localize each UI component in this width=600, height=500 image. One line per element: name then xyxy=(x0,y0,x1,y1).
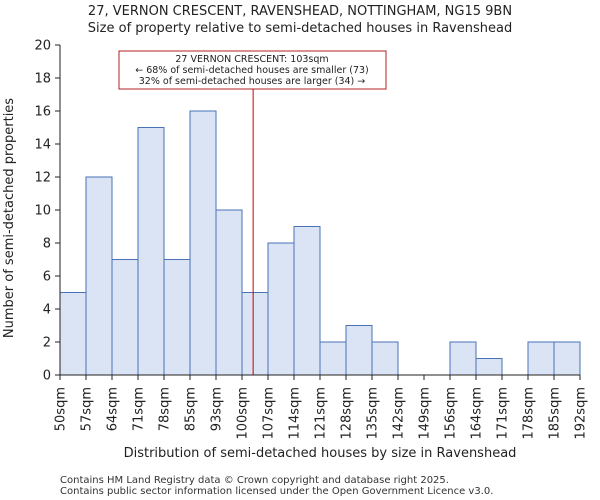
bar-93sqm xyxy=(215,209,243,376)
bar-85sqm xyxy=(189,110,217,376)
x-ticks-group: 50sqm 57sqm 64sqm 71sqm 78sqm 85sqm 93sqm 100sq… xyxy=(54,375,589,440)
x-tick-label: 85sqm xyxy=(184,387,199,431)
x-tick-label: 64sqm xyxy=(106,387,121,431)
bar-107sqm xyxy=(267,242,295,376)
y-ticks-group: 0 2 4 6 8 10 12 14 16 18 20 xyxy=(34,39,60,384)
chart-title-line2: Size of property relative to semi-detach… xyxy=(88,21,512,36)
x-tick-label: 142sqm xyxy=(392,387,407,440)
bar-64sqm xyxy=(111,259,139,376)
x-tick-label: 149sqm xyxy=(418,387,433,440)
bar-114sqm xyxy=(293,226,321,376)
x-tick-label: 156sqm xyxy=(444,387,459,440)
bar-100sqm xyxy=(241,292,269,376)
x-tick-label: 114sqm xyxy=(288,387,303,440)
footer-line1: Contains HM Land Registry data © Crown c… xyxy=(60,475,449,486)
x-tick-label: 107sqm xyxy=(262,387,277,440)
x-tick-label: 78sqm xyxy=(158,387,173,431)
x-tick-label: 171sqm xyxy=(496,387,511,440)
y-tick-label: 0 xyxy=(43,369,51,384)
x-tick-label: 164sqm xyxy=(470,387,485,440)
y-tick-label: 16 xyxy=(34,105,51,120)
x-tick-label: 178sqm xyxy=(522,387,537,440)
bar-185sqm xyxy=(553,341,581,376)
y-axis-label: Number of semi-detached properties xyxy=(2,98,17,338)
annotation-line3: 32% of semi-detached houses are larger (… xyxy=(139,76,366,87)
x-tick-label: 50sqm xyxy=(54,387,69,431)
x-tick-label: 135sqm xyxy=(366,387,381,440)
bar-50sqm xyxy=(59,292,87,376)
annotation-line2: ← 68% of semi-detached houses are smalle… xyxy=(135,65,369,76)
x-tick-label: 185sqm xyxy=(548,387,563,440)
annotation-line1: 27 VERNON CRESCENT: 103sqm xyxy=(175,54,328,65)
bar-164sqm xyxy=(475,358,503,376)
x-tick-label: 100sqm xyxy=(236,387,251,440)
x-tick-label: 93sqm xyxy=(210,387,225,431)
x-axis-label: Distribution of semi-detached houses by … xyxy=(124,446,517,461)
x-tick-label: 71sqm xyxy=(132,387,147,431)
y-tick-label: 14 xyxy=(34,138,51,153)
annotation-border xyxy=(118,50,387,90)
bar-78sqm xyxy=(163,259,191,376)
y-tick-label: 2 xyxy=(43,336,51,351)
x-tick-label: 57sqm xyxy=(80,387,95,431)
y-tick-label: 8 xyxy=(43,237,51,252)
bar-121sqm xyxy=(319,341,347,376)
bar-135sqm xyxy=(371,341,399,376)
bars-group xyxy=(59,110,581,376)
x-tick-label: 192sqm xyxy=(574,387,589,440)
y-tick-label: 12 xyxy=(34,171,51,186)
annotation-box: 27 VERNON CRESCENT: 103sqm ← 68% of semi… xyxy=(118,50,387,90)
bar-128sqm xyxy=(345,325,373,376)
bar-57sqm xyxy=(85,176,113,376)
y-tick-label: 4 xyxy=(43,303,51,318)
bar-71sqm xyxy=(137,127,165,376)
y-tick-label: 20 xyxy=(34,39,51,54)
footer-line2: Contains public sector information licen… xyxy=(60,486,493,497)
y-tick-label: 6 xyxy=(43,270,51,285)
x-tick-label: 121sqm xyxy=(314,387,329,440)
x-tick-label: 128sqm xyxy=(340,387,355,440)
y-tick-label: 10 xyxy=(34,204,51,219)
bar-156sqm xyxy=(449,341,477,376)
y-tick-label: 18 xyxy=(34,72,51,87)
chart-title-line1: 27, VERNON CRESCENT, RAVENSHEAD, NOTTING… xyxy=(88,4,512,19)
bar-178sqm xyxy=(527,341,555,376)
